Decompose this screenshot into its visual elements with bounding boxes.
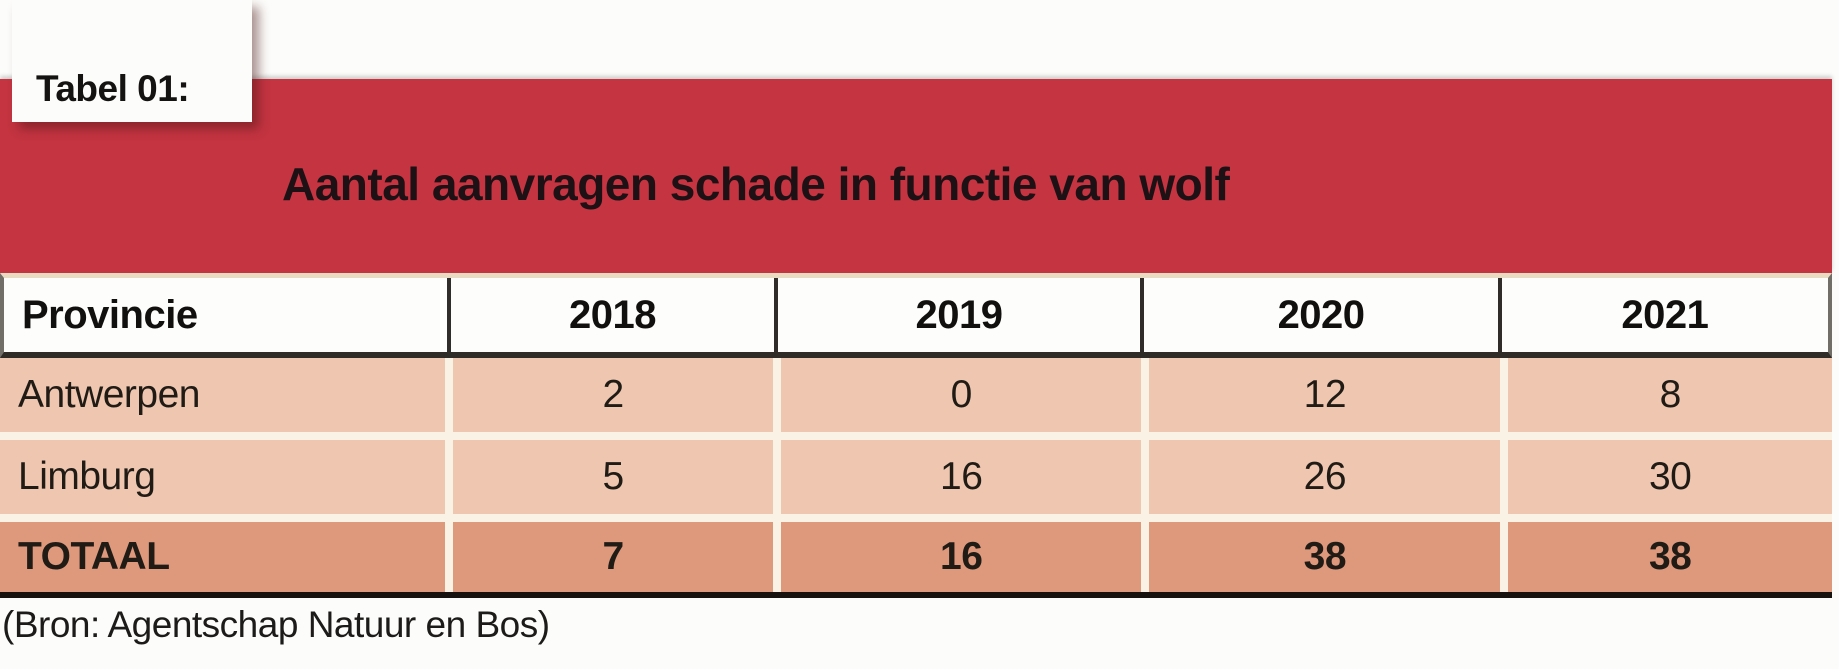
column-header-2020: 2020 xyxy=(1140,278,1498,352)
cell-total-value: 38 xyxy=(1500,522,1832,592)
cell-province-name: Antwerpen xyxy=(18,373,200,416)
cell-total-label: TOTAAL xyxy=(18,535,170,578)
figure-title: Aantal aanvragen schade in functie van w… xyxy=(282,158,1230,210)
cell-total-value: 38 xyxy=(1141,522,1500,592)
source-caption: (Bron: Agentschap Natuur en Bos) xyxy=(2,604,550,645)
table-row-limburg: Limburg 5 16 26 30 xyxy=(0,440,1832,514)
table-header-row: Provincie 2018 2019 2020 2021 xyxy=(0,273,1832,358)
cell-value: 30 xyxy=(1500,440,1832,514)
table-body: Antwerpen 2 0 12 8 Limburg 5 16 26 30 TO… xyxy=(0,358,1832,598)
cell-value: 8 xyxy=(1500,358,1832,432)
cell-value: 2 xyxy=(445,358,773,432)
column-header-2021: 2021 xyxy=(1497,278,1828,352)
table-number-label: Tabel 01: xyxy=(36,68,190,109)
column-header-2018: 2018 xyxy=(447,278,773,352)
table-number-label-box: Tabel 01: xyxy=(12,0,252,122)
cell-total-value: 7 xyxy=(445,522,773,592)
cell-total-value: 16 xyxy=(773,522,1141,592)
column-header-provincie: Provincie xyxy=(22,292,198,337)
cell-value: 16 xyxy=(773,440,1141,514)
cell-value: 26 xyxy=(1141,440,1500,514)
cell-province-name: Limburg xyxy=(18,455,156,498)
cell-value: 0 xyxy=(773,358,1141,432)
cell-value: 5 xyxy=(445,440,773,514)
column-header-2019: 2019 xyxy=(773,278,1141,352)
data-table: Provincie 2018 2019 2020 2021 Antwerpen … xyxy=(0,273,1832,598)
title-banner: Aantal aanvragen schade in functie van w… xyxy=(0,79,1832,273)
cell-value: 12 xyxy=(1141,358,1500,432)
table-row-antwerpen: Antwerpen 2 0 12 8 xyxy=(0,358,1832,432)
table-row-totaal: TOTAAL 7 16 38 38 xyxy=(0,522,1832,592)
